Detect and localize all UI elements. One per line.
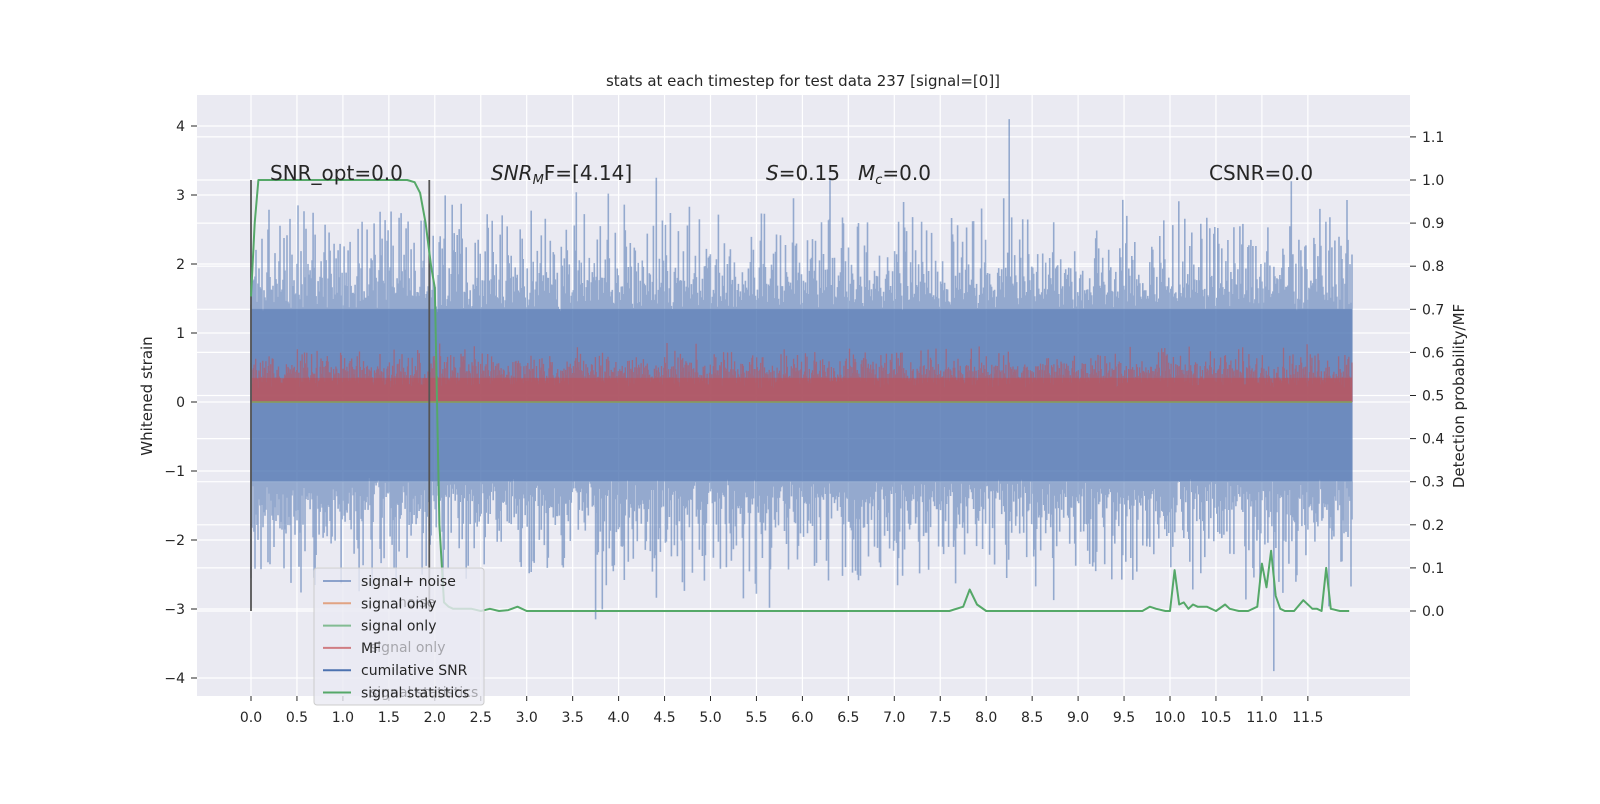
- y-tick-label: 3: [176, 188, 185, 204]
- x-tick-label: 5.5: [745, 710, 767, 726]
- legend-label: signal statistics: [361, 686, 469, 702]
- y2-tick-label: 0.3: [1422, 475, 1444, 491]
- x-tick-label: 4.0: [607, 710, 629, 726]
- legend-ghost-text: signal only: [370, 640, 445, 656]
- x-tick-label: 9.0: [1067, 710, 1089, 726]
- y2-tick-label: 0.2: [1422, 518, 1444, 534]
- annotations: SNR_opt=0.0 SNRMF=[4.14] S=0.15 Mc=0.0 C…: [270, 161, 1313, 188]
- y2-tick-label: 0.4: [1422, 432, 1444, 448]
- x-tick-label: 8.0: [975, 710, 997, 726]
- legend-label: signal only: [361, 619, 436, 635]
- y2-tick-label: 0.6: [1422, 345, 1444, 361]
- y2-ticks: 1.1 1.0 0.9 0.8 0.7 0.6 0.5 0.4 0.3 0.2 0.1 0.0: [1410, 130, 1444, 620]
- y-tick-label: 2: [176, 257, 185, 273]
- y-tick-label: 4: [176, 119, 185, 135]
- x-tick-label: 9.5: [1113, 710, 1135, 726]
- x-tick-label: 4.5: [653, 710, 675, 726]
- y-ticks: 4 3 2 1 0 −1 −2 −3 −4: [164, 119, 197, 687]
- x-tick-label: 10.5: [1200, 710, 1231, 726]
- y-tick-label: 0: [176, 395, 185, 411]
- mf-series: [250, 343, 1353, 402]
- x-tick-label: 6.0: [791, 710, 813, 726]
- x-tick-label: 5.0: [699, 710, 721, 726]
- y-tick-label: −3: [164, 602, 185, 618]
- annotation-snr-mf: SNRMF=[4.14]: [491, 161, 632, 188]
- signal-statistics-line: [250, 179, 1350, 612]
- y-tick-label: 1: [176, 326, 185, 342]
- y-tick-label: −4: [164, 671, 185, 687]
- y2-tick-label: 1.1: [1422, 130, 1444, 146]
- x-tick-label: 3.0: [516, 710, 538, 726]
- x-tick-label: 1.0: [332, 710, 354, 726]
- annotation-csnr: CSNR=0.0: [1209, 161, 1313, 185]
- x-tick-label: 11.0: [1246, 710, 1277, 726]
- y-tick-label: −1: [164, 464, 185, 480]
- x-tick-label: 7.5: [929, 710, 951, 726]
- x-ticks: 0.0 0.5 1.0 1.5 2.0 2.5 3.0 3.5 4.0 4.5 5.0 5.5 6.0 6…: [240, 696, 1323, 726]
- y2-tick-label: 0.8: [1422, 259, 1444, 275]
- x-tick-label: 0.5: [286, 710, 308, 726]
- annotation-s: S=0.15: [766, 161, 840, 185]
- y2-tick-label: 0.7: [1422, 302, 1444, 318]
- x-tick-label: 2.5: [470, 710, 492, 726]
- y2-tick-label: 0.0: [1422, 604, 1444, 620]
- y2-axis-label: Detection probability/MF: [1450, 304, 1468, 488]
- signal-statistics-series: [250, 179, 1350, 612]
- y2-tick-label: 0.9: [1422, 216, 1444, 232]
- annotation-mc: Mc=0.0: [858, 161, 931, 188]
- y2-tick-label: 1.0: [1422, 173, 1444, 189]
- legend-ghost-text: noise: [398, 595, 435, 611]
- y2-tick-label: 0.1: [1422, 561, 1444, 577]
- x-tick-label: 8.5: [1021, 710, 1043, 726]
- legend-label: signal only: [361, 596, 436, 612]
- y-tick-label: −2: [164, 533, 185, 549]
- legend-label: cumilative SNR: [361, 663, 468, 679]
- x-tick-label: 0.0: [240, 710, 262, 726]
- x-tick-label: 2.0: [424, 710, 446, 726]
- legend-box: [313, 567, 485, 706]
- legend-label: MF: [361, 641, 381, 657]
- x-tick-label: 6.5: [837, 710, 859, 726]
- legend-ghost-text: signal statistics: [370, 685, 478, 701]
- chart-title: stats at each timestep for test data 237…: [606, 72, 1000, 90]
- y2-tick-label: 0.5: [1422, 389, 1444, 405]
- legend: noise signal only signal statistics sign…: [313, 567, 485, 706]
- x-tick-label: 11.5: [1292, 710, 1323, 726]
- x-tick-label: 1.5: [378, 710, 400, 726]
- y-axis-label: Whitened strain: [138, 336, 156, 455]
- annotation-snr-opt: SNR_opt=0.0: [270, 161, 403, 185]
- x-tick-label: 10.0: [1154, 710, 1185, 726]
- x-tick-label: 3.5: [562, 710, 584, 726]
- x-tick-label: 7.0: [883, 710, 905, 726]
- legend-label: signal+ noise: [361, 574, 456, 590]
